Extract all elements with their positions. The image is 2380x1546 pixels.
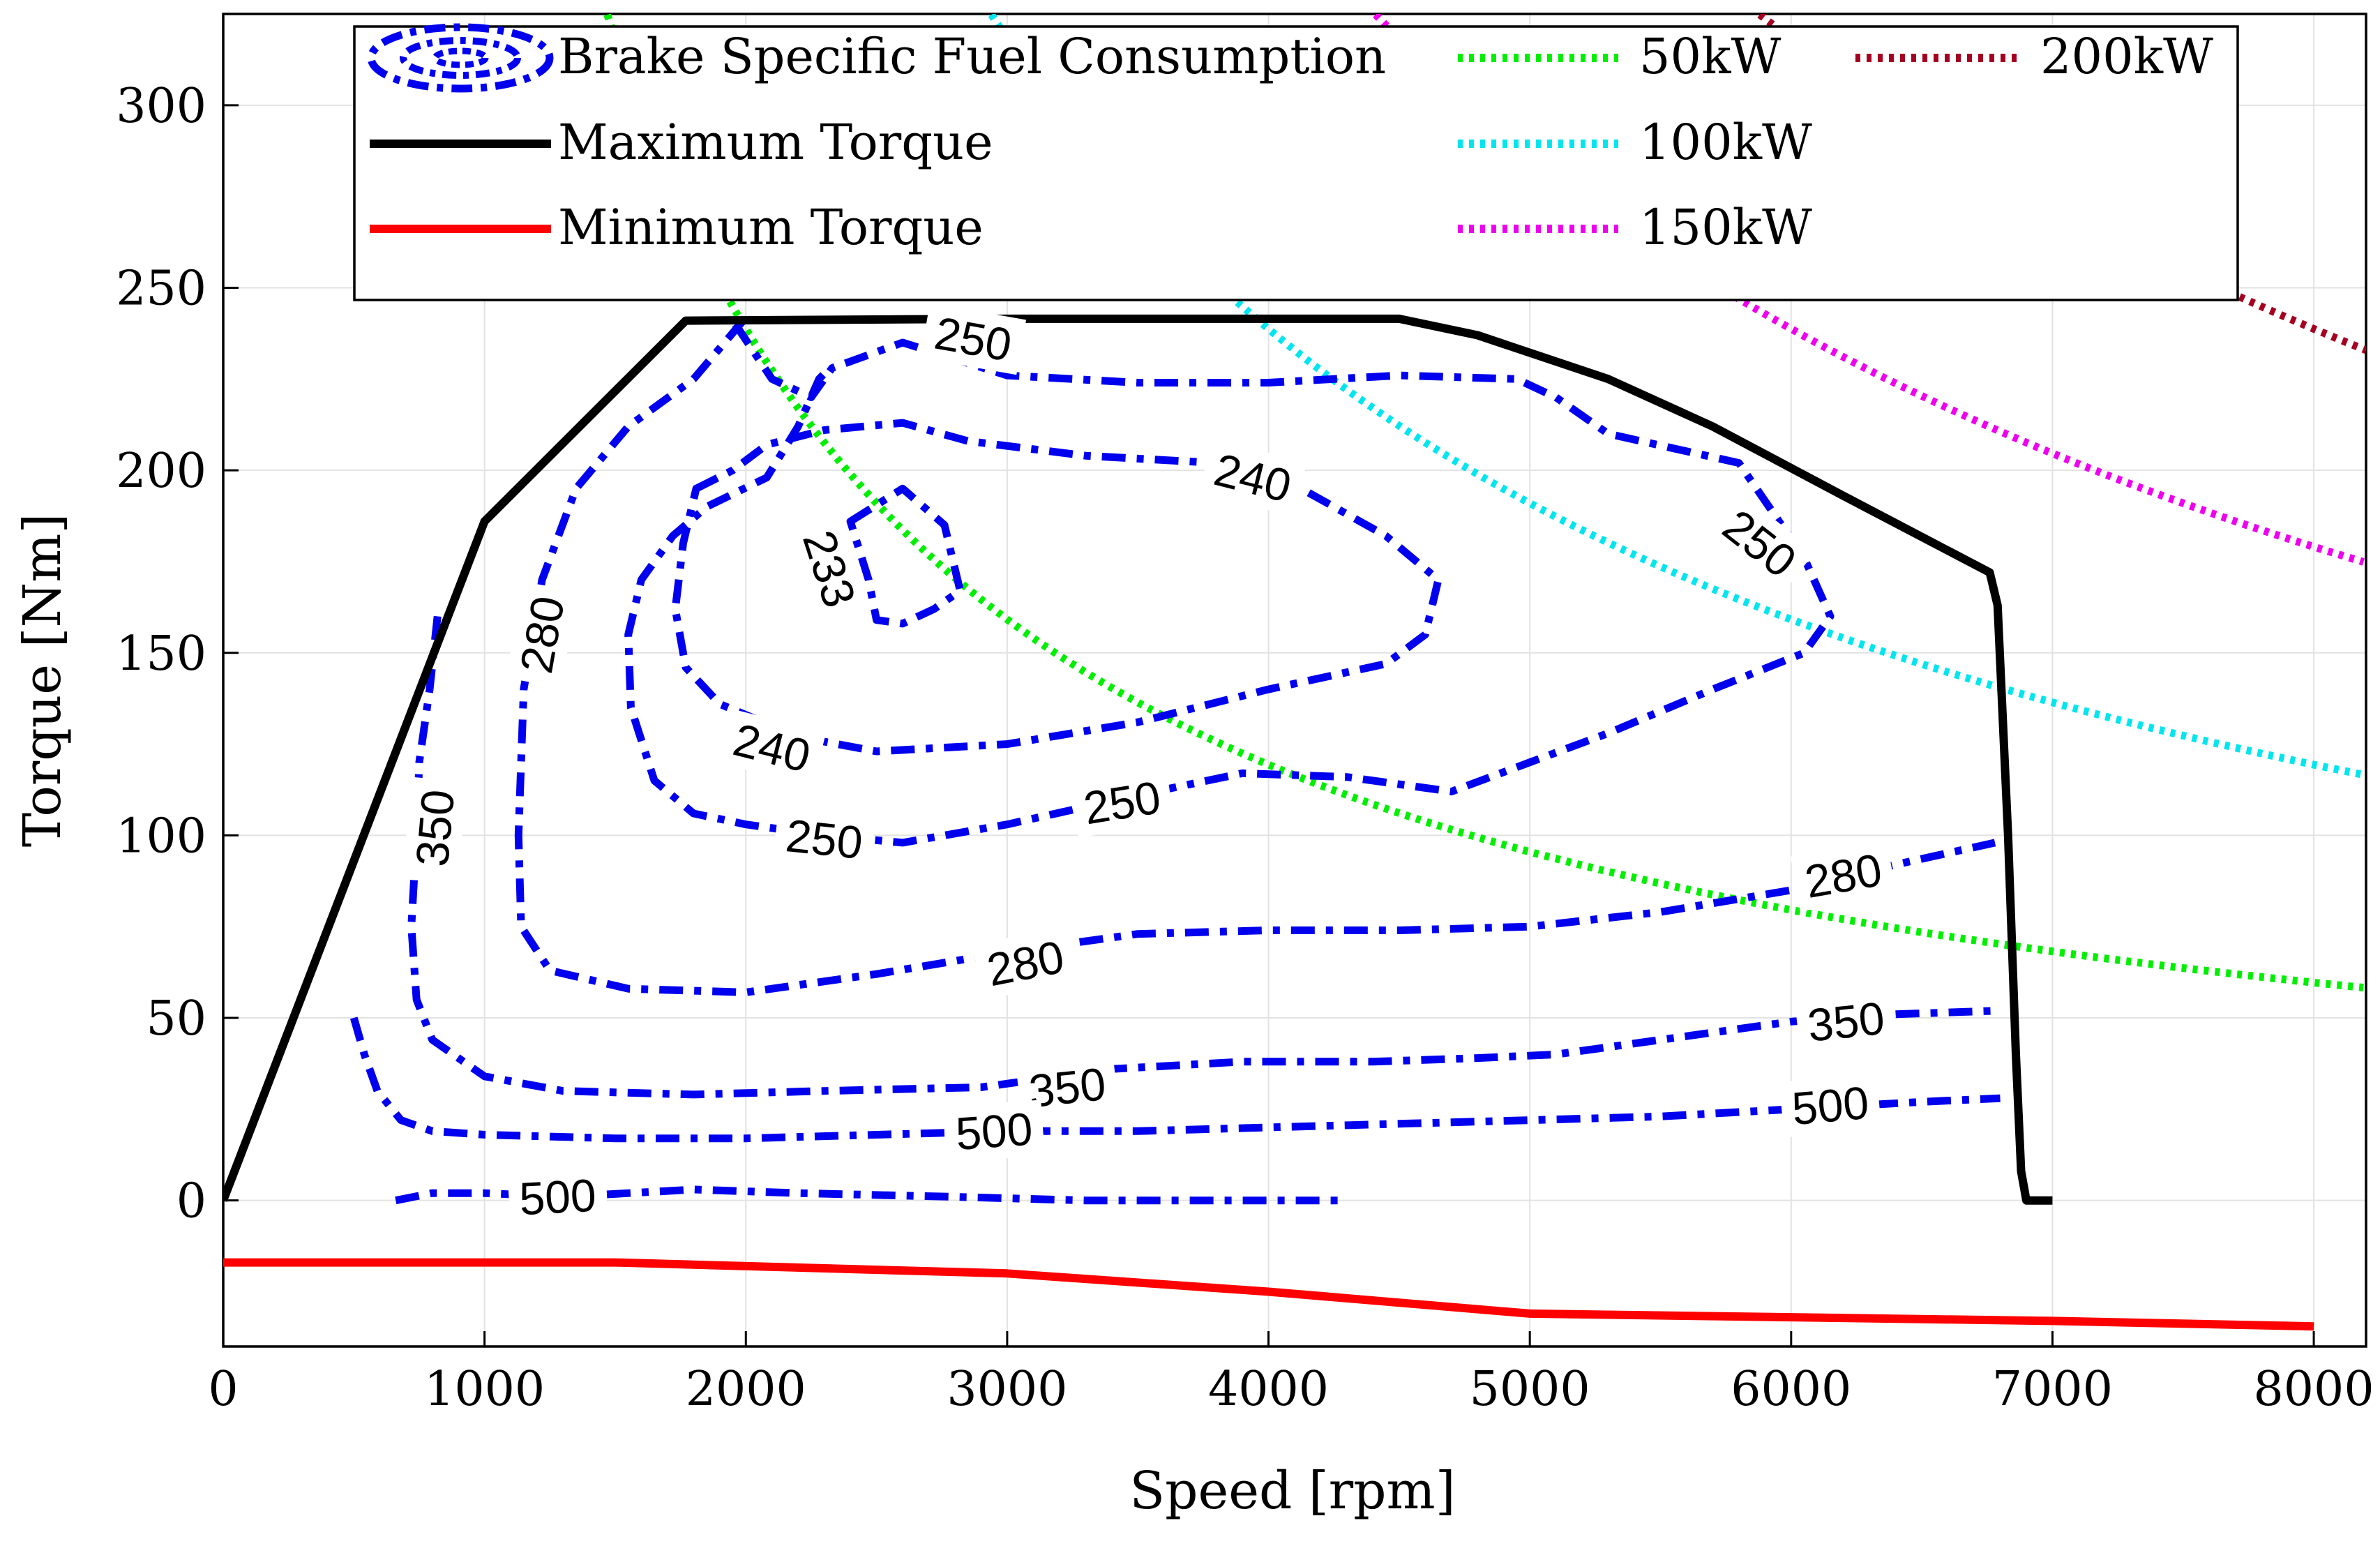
contour-label-280: 280 xyxy=(972,926,1079,1000)
bsfc-contour-350 xyxy=(407,615,2001,1099)
contour-label-bg xyxy=(1198,438,1307,517)
legend-label-max_torque: Maximum Torque xyxy=(558,114,993,171)
y-tick-label: 0 xyxy=(176,1174,206,1229)
legend-item-min_torque: Minimum Torque xyxy=(370,199,984,256)
x-tick-label: 8000 xyxy=(2254,1362,2374,1417)
contour-label-bg xyxy=(772,806,876,872)
data-series: 2332402402502502502502802802803503503505… xyxy=(223,14,2366,1331)
legend-label-min_torque: Minimum Torque xyxy=(558,199,984,256)
y-tick-label: 250 xyxy=(116,261,206,316)
x-tick-label: 4000 xyxy=(1208,1362,1329,1417)
contour-label-350: 350 xyxy=(1794,989,1898,1055)
contour-label-233: 233 xyxy=(788,513,871,624)
contour-label-text: 250 xyxy=(783,809,865,869)
contour-label-250: 250 xyxy=(1704,491,1816,596)
legend-item-bsfc: Brake Specific Fuel Consumption xyxy=(367,23,1386,93)
contour-label-280: 280 xyxy=(506,581,578,688)
contour-label-500: 500 xyxy=(1779,1073,1882,1138)
legend-label-p100: 100kW xyxy=(1639,114,1812,171)
contour-label-280: 280 xyxy=(1790,839,1897,912)
contour-label-text: 240 xyxy=(728,714,815,782)
contour-label-bg xyxy=(920,303,1027,375)
legend-label-p150: 150kW xyxy=(1639,199,1812,256)
x-tick-label: 2000 xyxy=(686,1362,806,1417)
y-tick-label: 100 xyxy=(116,809,206,864)
legend-swatch-bsfc-outer xyxy=(367,23,554,93)
legend-swatch-bsfc-inner xyxy=(432,47,489,68)
y-axis-label: Torque [Nm] xyxy=(13,513,73,848)
contour-label-text: 250 xyxy=(1080,771,1164,834)
x-tick-label: 1000 xyxy=(424,1362,545,1417)
contour-label-bg xyxy=(1779,1073,1882,1138)
contour-label-text: 280 xyxy=(983,931,1068,996)
contour-label-bg xyxy=(943,1100,1045,1163)
contour-label-500: 500 xyxy=(943,1100,1045,1163)
axes-frame xyxy=(222,13,2367,1348)
plot-border xyxy=(222,13,2367,1348)
bsfc-contour-280 xyxy=(514,318,1996,996)
contour-label-text: 500 xyxy=(518,1169,598,1225)
legend-box xyxy=(353,25,2239,301)
x-tick-label: 3000 xyxy=(947,1362,1067,1417)
tick-labels: 0 1000 2000 3000 4000 5000 6000 7000 8000 0 50 100 1… xyxy=(116,79,2374,1417)
bsfc-contour-240 xyxy=(671,419,1443,756)
contour-label-240: 240 xyxy=(718,709,827,787)
legend-label-p200: 200kW xyxy=(2040,28,2213,85)
contour-label-240: 240 xyxy=(1198,438,1307,517)
maximum-torque-line xyxy=(223,314,2053,1205)
contour-label-text: 500 xyxy=(954,1103,1034,1160)
x-tick-label: 7000 xyxy=(1992,1362,2113,1417)
contour-label-text: 233 xyxy=(793,525,866,614)
contour-label-350: 350 xyxy=(402,776,467,880)
legend-swatch-bsfc-mid xyxy=(400,37,521,79)
contour-label-bg xyxy=(507,1166,608,1228)
bsfc-contour-250 xyxy=(624,322,1835,847)
contour-label-bg xyxy=(402,776,467,880)
bsfc-contour-500 xyxy=(350,1016,2001,1143)
contour-label-bg xyxy=(1069,767,1175,838)
x-axis-label: Speed [rpm] xyxy=(1129,1461,1455,1521)
legend-label-bsfc: Brake Specific Fuel Consumption xyxy=(558,28,1386,85)
legend-item-p100: 100kW xyxy=(1458,114,1812,171)
legend-label-p50: 50kW xyxy=(1639,28,1781,85)
contour-label-500: 500 xyxy=(507,1166,608,1228)
legend: Brake Specific Fuel Consumption Maximum T… xyxy=(353,23,2239,301)
contour-label-text: 350 xyxy=(406,788,464,869)
contour-label-text: 500 xyxy=(1790,1076,1871,1134)
power-line-50kw xyxy=(603,14,2364,992)
contour-label-bg xyxy=(718,709,827,787)
y-tick-label: 300 xyxy=(116,79,206,134)
contour-label-bg xyxy=(1016,1054,1119,1120)
minimum-torque-line xyxy=(223,1258,2314,1331)
x-tick-label: 6000 xyxy=(1731,1362,1851,1417)
contour-label-bg xyxy=(1794,989,1898,1055)
contour-label-bg xyxy=(972,926,1079,1000)
legend-item-max_torque: Maximum Torque xyxy=(370,114,993,171)
y-tick-label: 50 xyxy=(146,991,206,1046)
y-tick-label: 200 xyxy=(116,444,206,499)
bsfc-contour-500 xyxy=(395,1185,1347,1205)
contour-label-text: 350 xyxy=(1805,992,1887,1051)
contour-label-250: 250 xyxy=(1069,767,1175,838)
contour-label-bg xyxy=(1790,839,1897,912)
contour-label-250: 250 xyxy=(772,806,876,872)
contour-label-bg xyxy=(1704,491,1816,596)
x-tick-label: 0 xyxy=(208,1362,238,1417)
contour-label-bg xyxy=(506,581,578,688)
contour-label-250: 250 xyxy=(920,303,1027,375)
contour-label-text: 240 xyxy=(1210,443,1297,511)
contour-label-bg xyxy=(788,513,871,624)
x-tick-label: 5000 xyxy=(1470,1362,1590,1417)
legend-item-p150: 150kW xyxy=(1458,199,1812,256)
legend-item-p200: 200kW xyxy=(1855,28,2213,85)
bsfc-contour-233 xyxy=(846,484,964,628)
y-tick-label: 150 xyxy=(116,626,206,682)
legend-item-p50: 50kW xyxy=(1458,28,1781,85)
